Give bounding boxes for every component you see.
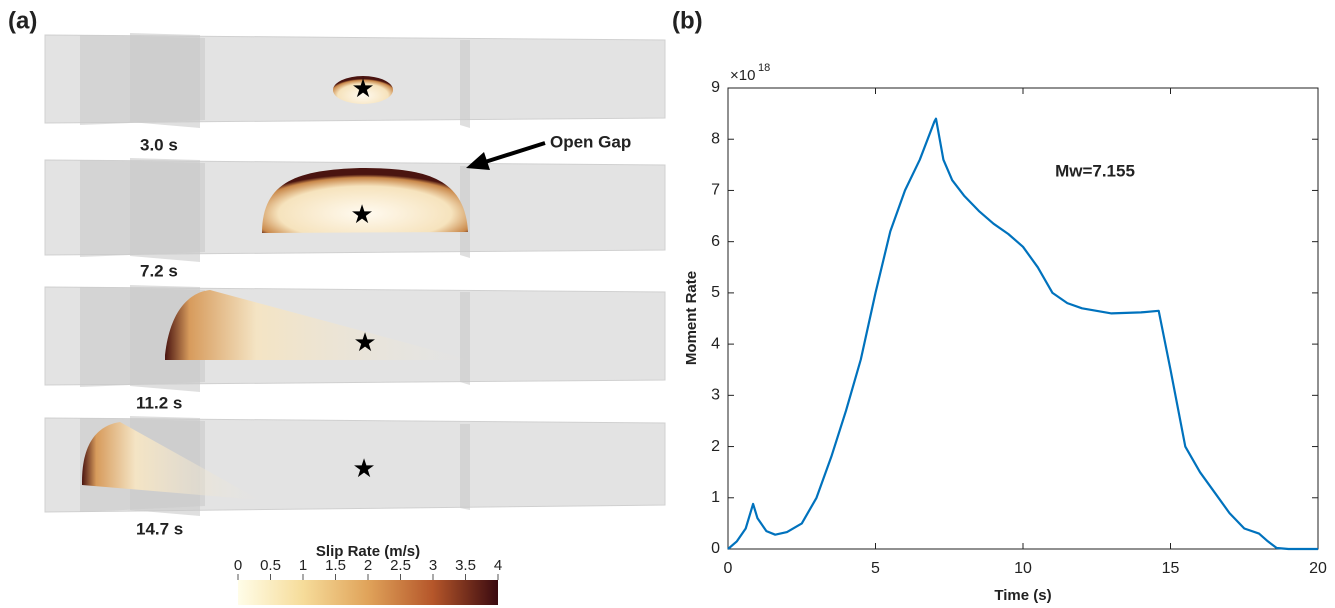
time-label: 11.2 s xyxy=(136,393,182,412)
y-tick-label: 3 xyxy=(711,387,720,404)
time-label: 3.0 s xyxy=(140,135,178,154)
multiplier-exponent: 18 xyxy=(758,62,770,74)
annotation: Open Gap xyxy=(550,132,631,151)
x-tick-label: 10 xyxy=(1014,560,1032,577)
figure: (a) ★ ★ ★ ★ 3.0 s 7.2 s 11.2 s 14.7 s Op… xyxy=(0,0,1335,608)
x-tick-label: 0 xyxy=(724,560,733,577)
y-tick-label: 5 xyxy=(711,284,720,301)
colorbar-tick-label: 2.5 xyxy=(390,557,411,574)
x-axis-label: Time (s) xyxy=(994,587,1051,604)
colorbar-tick-label: 0 xyxy=(234,557,242,574)
y-tick-label: 1 xyxy=(711,489,720,506)
colorbar-tick-label: 3 xyxy=(429,557,437,574)
svg-text:★: ★ xyxy=(352,453,375,483)
colorbar xyxy=(238,580,498,605)
y-tick-label: 4 xyxy=(711,335,720,352)
y-tick-label: 0 xyxy=(711,540,720,557)
y-tick-label: 9 xyxy=(711,79,720,96)
x-tick-label: 20 xyxy=(1309,560,1327,577)
y-tick-label: 6 xyxy=(711,233,720,250)
y-tick-label: 8 xyxy=(711,130,720,147)
svg-text:★: ★ xyxy=(350,199,373,229)
x-tick-label: 15 xyxy=(1162,560,1180,577)
svg-text:★: ★ xyxy=(351,73,374,103)
panel-label: (b) xyxy=(672,7,703,34)
svg-text:★: ★ xyxy=(353,327,376,357)
colorbar-tick-label: 2 xyxy=(364,557,372,574)
panel-label: (a) xyxy=(8,7,37,34)
colorbar-tick-label: 1 xyxy=(299,557,307,574)
time-label: 14.7 s xyxy=(136,519,183,538)
y-tick-label: 7 xyxy=(711,182,720,199)
colorbar-tick-label: 1.5 xyxy=(325,557,346,574)
annotation: Mw=7.155 xyxy=(1055,161,1135,180)
y-tick-label: 2 xyxy=(711,438,720,455)
colorbar-tick-label: 4 xyxy=(494,557,502,574)
time-label: 7.2 s xyxy=(140,261,178,280)
x-tick-label: 5 xyxy=(871,560,880,577)
plot-frame xyxy=(728,88,1318,549)
y-axis-label: Moment Rate xyxy=(683,271,700,365)
multiplier: ×10 xyxy=(730,67,755,84)
colorbar-tick-label: 3.5 xyxy=(455,557,476,574)
colorbar-tick-label: 0.5 xyxy=(260,557,281,574)
